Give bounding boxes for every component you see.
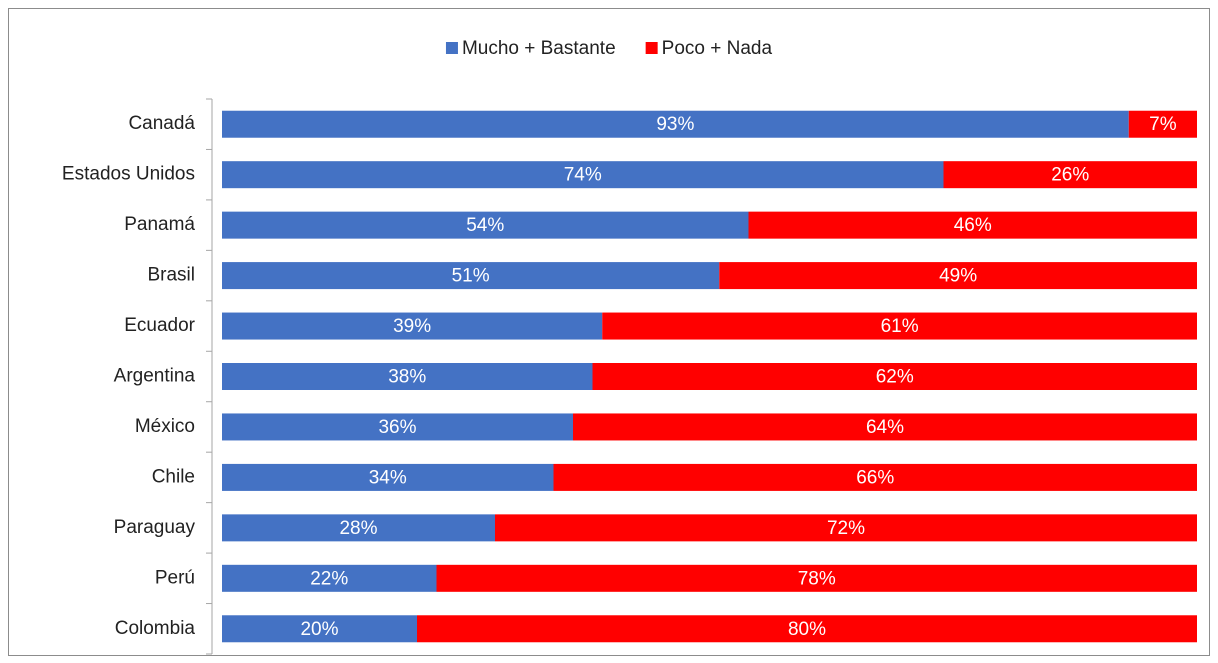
- y-tick-label: Perú: [155, 567, 195, 588]
- data-label: 7%: [1149, 114, 1177, 135]
- y-tick-label: Panamá: [124, 214, 195, 235]
- y-tick-label: Paraguay: [114, 517, 196, 538]
- legend-swatch: [445, 42, 458, 54]
- data-label: 28%: [339, 518, 377, 539]
- bar-segment: [436, 564, 1197, 592]
- bar-segment: [1128, 110, 1197, 138]
- y-tick-label: Chile: [152, 466, 195, 487]
- legend-label: Mucho + Bastante: [462, 38, 616, 59]
- bar-segment: [592, 363, 1197, 390]
- y-tick-label: México: [135, 416, 195, 437]
- data-label: 38%: [388, 367, 426, 388]
- data-label: 49%: [939, 266, 977, 287]
- data-label: 62%: [876, 367, 914, 388]
- legend-swatch: [645, 42, 658, 54]
- bar-segment: [553, 463, 1197, 491]
- bar-segment: [222, 514, 495, 542]
- bar-segment: [222, 363, 593, 390]
- bar-segment: [222, 463, 554, 491]
- bar-segment: [748, 211, 1197, 239]
- data-label: 66%: [856, 467, 894, 488]
- data-label: 22%: [310, 568, 348, 589]
- data-label: 61%: [881, 316, 919, 337]
- data-label: 34%: [369, 467, 407, 488]
- bar-segment: [719, 262, 1197, 290]
- data-label: 93%: [656, 114, 694, 135]
- bar-segment: [573, 413, 1197, 441]
- bar-segment: [495, 514, 1197, 542]
- data-label: 36%: [378, 417, 416, 438]
- data-label: 74%: [564, 165, 602, 186]
- bar-segment: [222, 161, 944, 189]
- bar-segment: [222, 413, 573, 441]
- y-tick-label: Canadá: [128, 113, 195, 134]
- data-label: 64%: [866, 417, 904, 438]
- data-label: 54%: [466, 215, 504, 236]
- bar-segment: [222, 615, 417, 643]
- data-label: 72%: [827, 518, 865, 539]
- bar-segment: [222, 564, 437, 592]
- legend-label: Poco + Nada: [662, 38, 773, 59]
- y-tick-label: Colombia: [115, 618, 196, 639]
- bar-segment: [222, 211, 749, 239]
- data-label: 46%: [954, 215, 992, 236]
- bar-segment: [602, 312, 1197, 340]
- y-tick-label: Ecuador: [124, 315, 195, 336]
- data-label: 78%: [798, 568, 836, 589]
- bar-segment: [417, 615, 1197, 643]
- y-tick-label: Argentina: [114, 366, 196, 387]
- data-label: 80%: [788, 619, 826, 640]
- bar-segment: [222, 110, 1129, 138]
- bar-segment: [222, 312, 603, 340]
- data-label: 51%: [452, 266, 490, 287]
- bar-segment: [222, 262, 720, 290]
- bar-segment: [943, 161, 1197, 189]
- data-label: 26%: [1051, 165, 1089, 186]
- data-label: 39%: [393, 316, 431, 337]
- y-tick-label: Brasil: [147, 265, 195, 286]
- data-label: 20%: [300, 619, 338, 640]
- y-tick-label: Estados Unidos: [62, 164, 195, 185]
